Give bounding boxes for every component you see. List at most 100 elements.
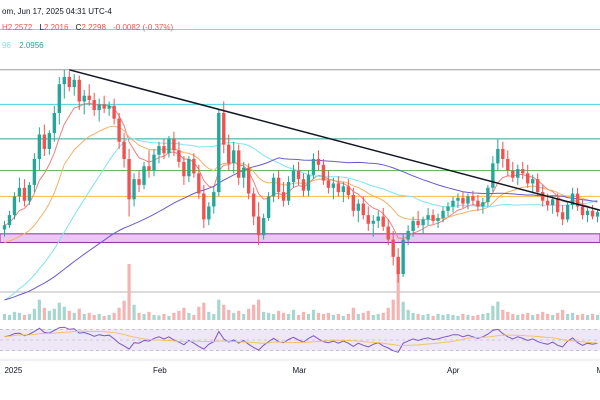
candle-body — [271, 177, 276, 197]
candle — [17, 177, 22, 203]
candle-body — [276, 177, 281, 193]
candle-body — [177, 150, 181, 162]
candle — [336, 176, 341, 197]
candle-body — [441, 210, 445, 218]
candle-body — [132, 179, 136, 200]
candle — [296, 161, 301, 185]
candle — [291, 164, 296, 188]
volume-bar — [575, 314, 580, 320]
volume-bar — [346, 313, 350, 320]
candle-body — [456, 197, 460, 201]
candle-body — [481, 202, 485, 207]
candle — [411, 216, 415, 237]
candle-body — [266, 196, 271, 218]
volume-bar — [77, 308, 81, 320]
trendline — [69, 69, 600, 211]
volume-bar — [17, 312, 22, 320]
candle — [7, 210, 12, 229]
support-zone — [0, 233, 600, 243]
volume-bar — [22, 314, 27, 320]
volume-bar — [416, 313, 420, 320]
candle — [491, 156, 495, 193]
volume-bar — [27, 313, 32, 320]
candle — [341, 182, 346, 203]
volume-bar — [366, 310, 370, 320]
candle — [222, 101, 226, 154]
candle-body — [506, 159, 510, 171]
header-ohlc: H2.2572 L2.2016 C2.2298 -0.0082 (-0.37%) — [2, 23, 173, 32]
candle-body — [341, 186, 346, 193]
volume-bar — [511, 313, 515, 320]
candle-body — [32, 159, 37, 185]
volume-bar — [172, 312, 176, 320]
candle — [575, 187, 580, 211]
candle — [57, 76, 62, 125]
candle-body — [102, 104, 106, 109]
volume-bar — [67, 310, 71, 320]
candle — [241, 161, 246, 188]
candle-body — [246, 167, 251, 194]
rsi-ma-line — [4, 330, 598, 346]
candle-body — [212, 192, 216, 207]
candle — [406, 225, 410, 246]
candle — [227, 134, 231, 171]
candle-body — [122, 141, 126, 159]
candle-body — [540, 192, 545, 201]
volume-bar — [406, 309, 410, 320]
candle-body — [371, 220, 375, 224]
candle-body — [451, 200, 455, 207]
volume-bar — [341, 315, 345, 320]
candle — [117, 112, 121, 149]
candle-body — [187, 159, 191, 177]
candle-body — [117, 118, 121, 142]
candle-body — [52, 112, 57, 134]
volume-bar — [570, 312, 575, 320]
volume-bar — [376, 313, 380, 320]
candle-body — [192, 159, 196, 174]
candle — [565, 202, 570, 223]
volume-bar — [381, 312, 385, 320]
header-change: -0.0082 (-0.37%) — [113, 23, 173, 32]
volume-bar — [551, 314, 555, 320]
candle — [506, 150, 510, 177]
volume-bar — [257, 299, 261, 320]
candle — [486, 184, 490, 207]
candle — [301, 173, 306, 197]
volume-bar — [516, 314, 520, 320]
volume-bar — [212, 313, 216, 320]
volume-bar — [496, 301, 500, 320]
volume-bar — [122, 300, 126, 320]
volume-bar — [471, 315, 475, 320]
volume-bar — [336, 313, 340, 320]
volume-bar — [72, 312, 76, 320]
volume-bar — [411, 312, 415, 320]
indicator-value: 2.0956 — [19, 41, 44, 50]
candle — [416, 210, 420, 229]
volume-bar — [296, 314, 301, 320]
volume-bar — [42, 307, 46, 320]
candle — [67, 71, 71, 92]
volume-bar — [531, 314, 535, 320]
candle-body — [72, 79, 76, 88]
candle-body — [62, 76, 66, 85]
candle-body — [590, 210, 595, 217]
candle — [496, 138, 500, 171]
candle-body — [356, 203, 361, 211]
candle — [560, 205, 565, 226]
volume-bar — [441, 314, 445, 320]
candle — [570, 187, 575, 210]
candle-body — [127, 159, 131, 200]
candle — [585, 207, 590, 223]
volume-bar — [97, 313, 101, 320]
volume-bar — [242, 313, 246, 320]
candle — [366, 206, 370, 231]
candle-body — [366, 215, 370, 224]
volume-bar — [252, 304, 256, 320]
candle — [172, 131, 176, 157]
candle-body — [12, 196, 17, 216]
candle-body — [237, 150, 241, 178]
candle — [271, 173, 276, 203]
volume-bar — [262, 311, 266, 320]
volume-bar — [227, 309, 231, 320]
